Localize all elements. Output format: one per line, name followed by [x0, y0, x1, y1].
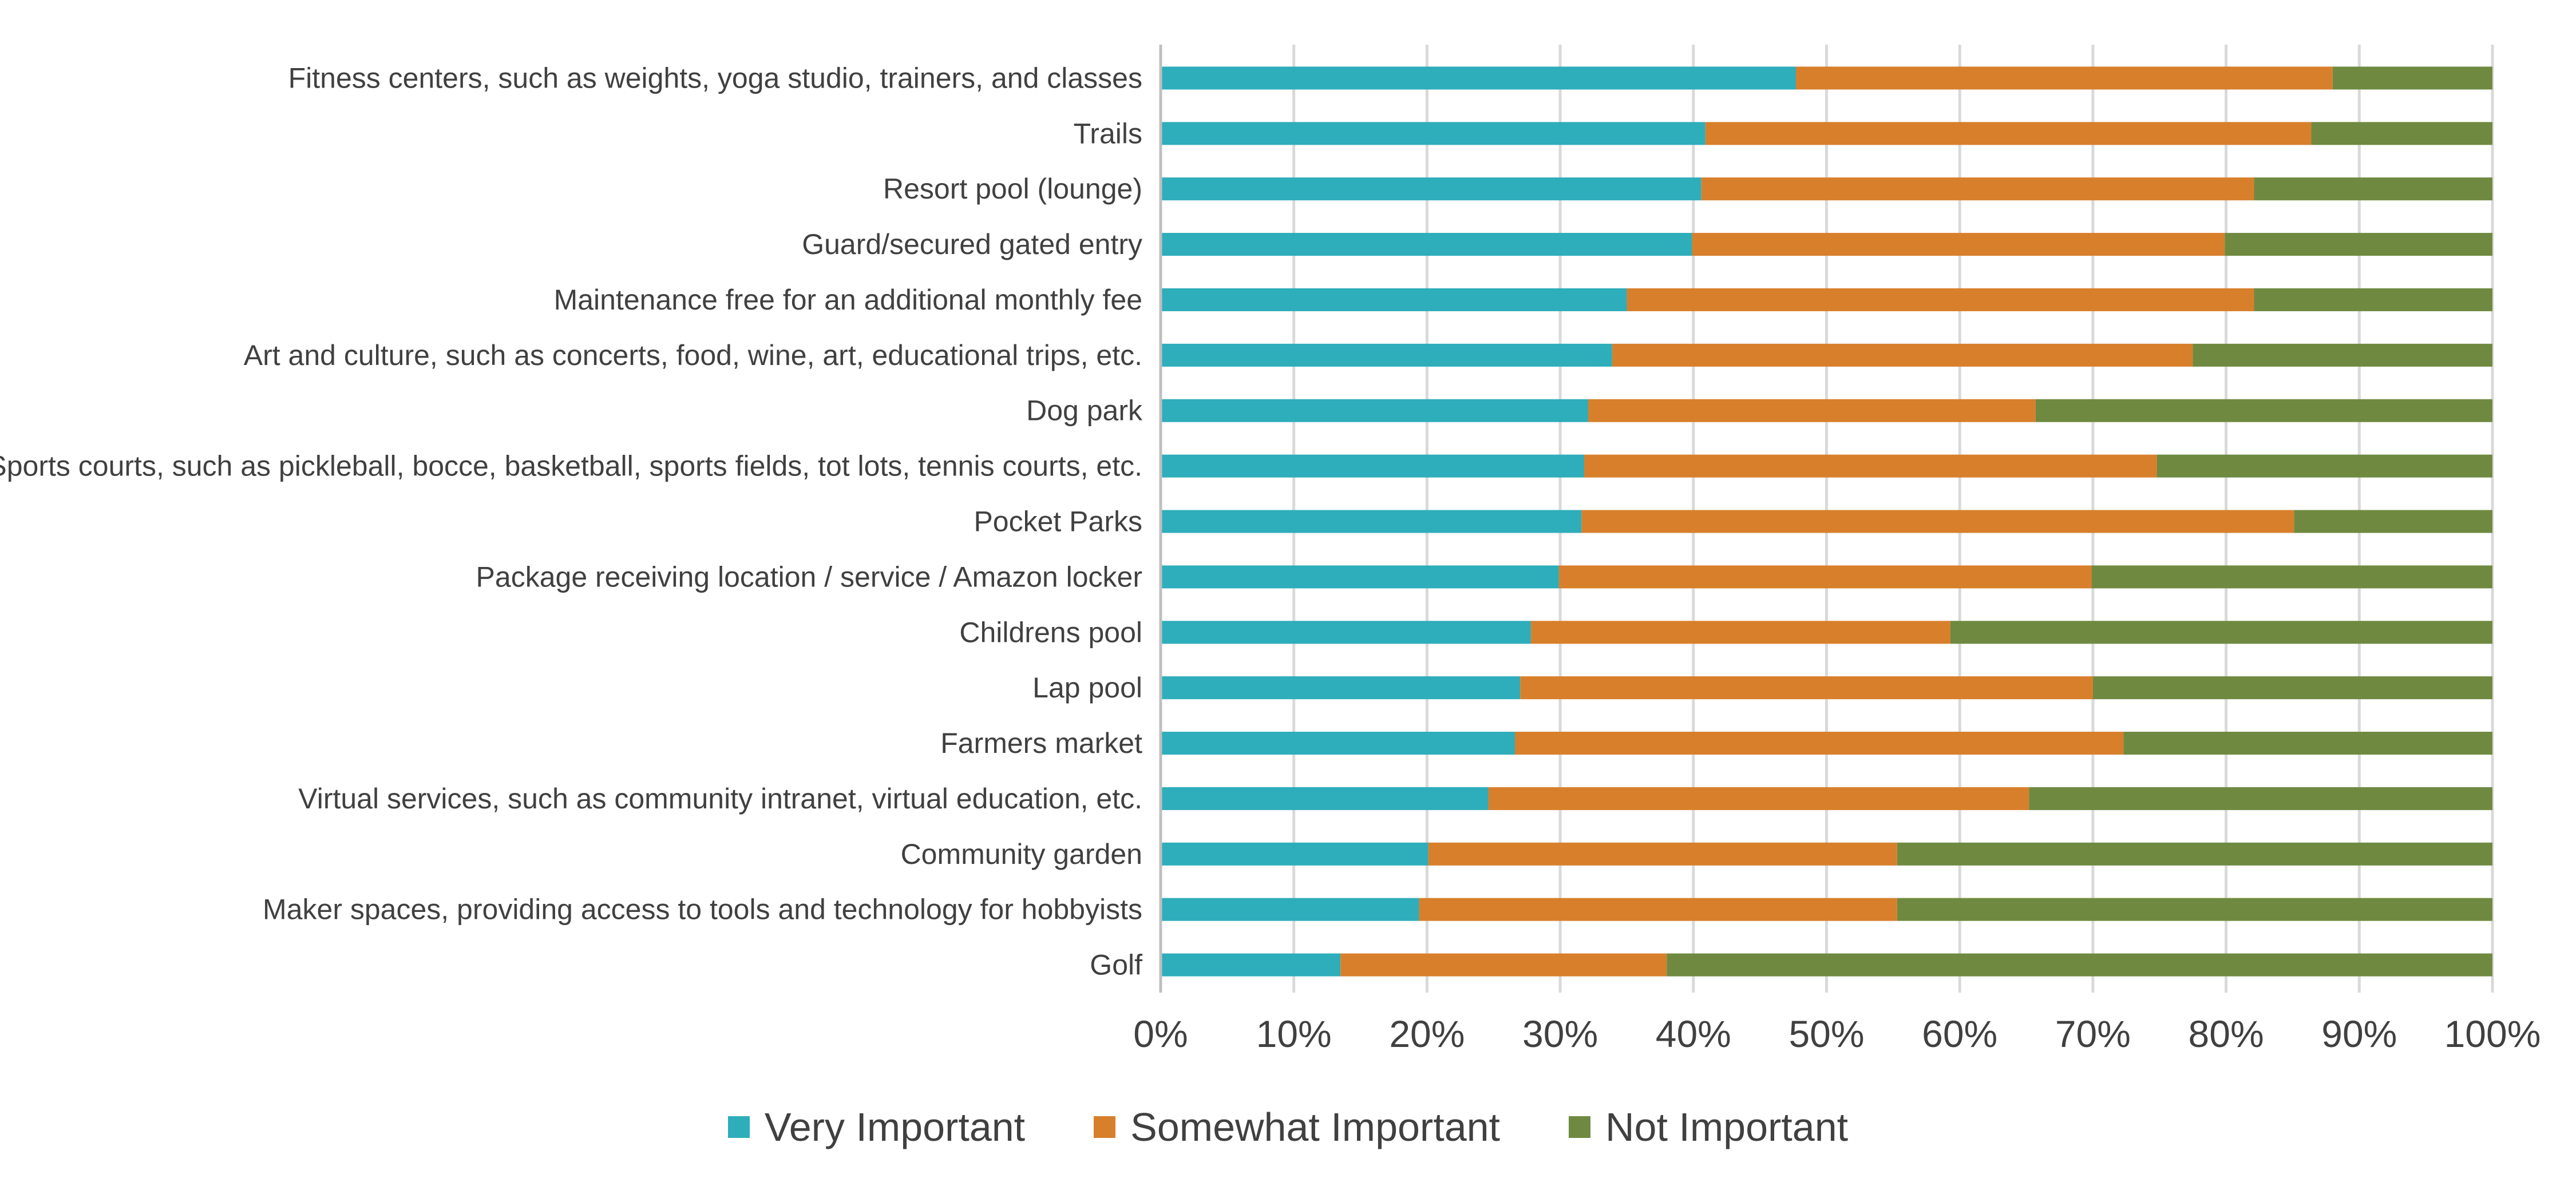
- bar-not-important: [1667, 953, 2492, 977]
- category-label: Golf: [1090, 949, 1142, 981]
- category-label: Sports courts, such as pickleball, bocce…: [0, 450, 1142, 482]
- bar-very-important: [1161, 454, 1584, 478]
- legend-label-somewhat-important: Somewhat Important: [1130, 1105, 1500, 1149]
- legend-swatch-somewhat-important: [1094, 1116, 1116, 1138]
- bar-somewhat-important: [1488, 787, 2029, 810]
- chart-canvas: Fitness centers, such as weights, yoga s…: [0, 45, 2541, 1055]
- bar-somewhat-important: [1701, 177, 2254, 201]
- x-tick-label: 50%: [1788, 1013, 1864, 1055]
- bar-very-important: [1161, 842, 1429, 866]
- bar-somewhat-important: [1340, 953, 1667, 977]
- bar-not-important: [1897, 842, 2492, 866]
- category-label: Farmers market: [940, 727, 1142, 759]
- x-tick-label: 60%: [1922, 1013, 1997, 1055]
- bar-very-important: [1161, 898, 1419, 921]
- category-label: Trails: [1074, 117, 1142, 149]
- bar-somewhat-important: [1428, 842, 1897, 866]
- bar-not-important: [2035, 399, 2492, 422]
- bar-not-important: [2294, 510, 2492, 533]
- bar-very-important: [1161, 953, 1341, 977]
- category-label: Virtual services, such as community intr…: [298, 783, 1142, 815]
- x-tick-label: 30%: [1522, 1013, 1598, 1055]
- bar-very-important: [1161, 399, 1588, 422]
- bar-not-important: [2091, 565, 2492, 589]
- legend-item-very-important: Very Important: [727, 1104, 1026, 1150]
- category-label: Childrens pool: [959, 616, 1142, 648]
- legend-item-not-important: Not Important: [1569, 1104, 1848, 1150]
- bar-somewhat-important: [1795, 66, 2333, 90]
- bar-not-important: [2029, 787, 2492, 810]
- x-tick-label: 20%: [1389, 1013, 1465, 1055]
- x-tick-label: 10%: [1256, 1013, 1332, 1055]
- x-tick-label: 40%: [1656, 1013, 1731, 1055]
- bar-not-important: [2156, 454, 2492, 478]
- bar-not-important: [2311, 122, 2492, 145]
- category-label: Community garden: [901, 838, 1142, 870]
- category-label: Maintenance free for an additional month…: [554, 284, 1142, 316]
- bar-not-important: [2123, 732, 2492, 755]
- category-label: Pocket Parks: [974, 506, 1142, 538]
- category-label: Maker spaces, providing access to tools …: [263, 894, 1142, 926]
- bar-not-important: [2332, 66, 2492, 90]
- x-tick-label: 90%: [2321, 1013, 2397, 1055]
- bar-not-important: [2092, 676, 2492, 700]
- bar-very-important: [1161, 565, 1559, 589]
- bar-very-important: [1161, 177, 1701, 201]
- legend-swatch-very-important: [727, 1116, 750, 1138]
- bar-somewhat-important: [1612, 343, 2193, 367]
- bar-somewhat-important: [1530, 621, 1950, 644]
- bar-not-important: [2254, 177, 2492, 201]
- bar-not-important: [1897, 898, 2492, 921]
- bar-very-important: [1161, 676, 1521, 700]
- category-label: Fitness centers, such as weights, yoga s…: [288, 62, 1142, 94]
- x-tick-label: 0%: [1133, 1013, 1188, 1055]
- bar-very-important: [1161, 732, 1515, 755]
- bar-somewhat-important: [1588, 399, 2036, 422]
- bar-not-important: [2254, 288, 2492, 311]
- bar-very-important: [1161, 66, 1796, 90]
- bar-somewhat-important: [1520, 676, 2093, 700]
- bar-not-important: [2193, 343, 2492, 367]
- bar-very-important: [1161, 621, 1531, 644]
- legend-label-very-important: Very Important: [764, 1105, 1026, 1149]
- category-label: Lap pool: [1032, 672, 1142, 704]
- x-tick-label: 70%: [2055, 1013, 2131, 1055]
- category-label: Dog park: [1026, 395, 1143, 427]
- bar-somewhat-important: [1419, 898, 1897, 921]
- legend-item-somewhat-important: Somewhat Important: [1094, 1104, 1500, 1150]
- bar-somewhat-important: [1627, 288, 2254, 311]
- chart-legend: Very Important Somewhat Important Not Im…: [0, 1104, 2576, 1150]
- bar-somewhat-important: [1584, 454, 2157, 478]
- x-tick-label: 80%: [2189, 1013, 2264, 1055]
- bar-somewhat-important: [1692, 233, 2225, 256]
- bar-very-important: [1161, 787, 1489, 810]
- bar-somewhat-important: [1581, 510, 2294, 533]
- bar-not-important: [2225, 233, 2492, 256]
- bar-very-important: [1161, 122, 1706, 145]
- category-label: Guard/secured gated entry: [802, 228, 1142, 260]
- category-label: Art and culture, such as concerts, food,…: [244, 339, 1142, 371]
- bar-very-important: [1161, 343, 1612, 367]
- bar-very-important: [1161, 510, 1582, 533]
- bar-not-important: [1950, 621, 2492, 644]
- bar-somewhat-important: [1558, 565, 2092, 589]
- x-tick-label: 100%: [2444, 1013, 2541, 1055]
- legend-swatch-not-important: [1569, 1116, 1590, 1138]
- bar-very-important: [1161, 288, 1627, 311]
- bar-somewhat-important: [1705, 122, 2312, 145]
- category-label: Resort pool (lounge): [883, 173, 1142, 205]
- category-label: Package receiving location / service / A…: [476, 561, 1142, 593]
- legend-label-not-important: Not Important: [1605, 1105, 1849, 1149]
- bar-very-important: [1161, 233, 1692, 256]
- bar-somewhat-important: [1514, 732, 2124, 755]
